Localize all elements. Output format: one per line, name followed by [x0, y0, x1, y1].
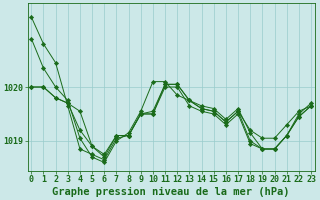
X-axis label: Graphe pression niveau de la mer (hPa): Graphe pression niveau de la mer (hPa) [52, 186, 290, 197]
